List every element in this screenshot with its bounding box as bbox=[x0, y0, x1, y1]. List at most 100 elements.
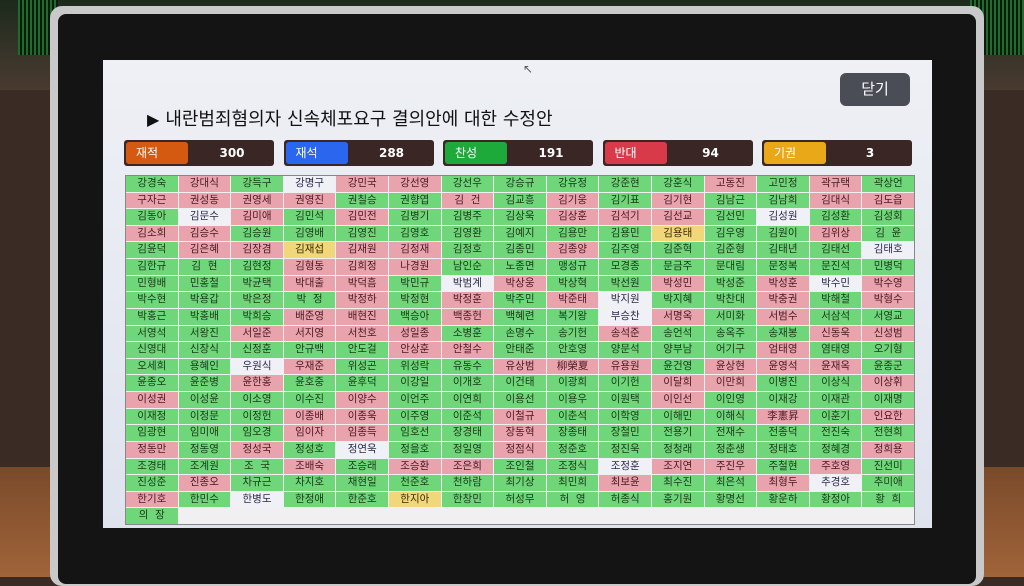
member-cell: 김형동 bbox=[283, 259, 336, 275]
member-cell: 오기형 bbox=[862, 342, 914, 358]
member-cell: 부승찬 bbox=[599, 308, 651, 325]
member-cell: 정성호 bbox=[283, 441, 336, 458]
member-cell: 박성준 bbox=[704, 275, 757, 292]
member-cell: 이인영 bbox=[704, 392, 757, 408]
member-cell: 홍기원 bbox=[651, 491, 704, 508]
member-cell: 박주민 bbox=[494, 292, 546, 308]
member-cell: 서영석 bbox=[126, 325, 178, 342]
member-cell: 박상웅 bbox=[494, 275, 546, 292]
member-cell: 김동아 bbox=[126, 209, 178, 225]
member-cell: 최은석 bbox=[704, 475, 757, 491]
member-cell: 한병도 bbox=[231, 491, 283, 508]
stat-label: 찬성 bbox=[445, 142, 507, 164]
member-cell: 양부남 bbox=[651, 342, 704, 358]
member-cell: 임종득 bbox=[336, 425, 388, 441]
member-cell: 이개호 bbox=[441, 375, 494, 392]
member-cell: 박찬대 bbox=[704, 292, 757, 308]
member-cell: 신동욱 bbox=[809, 325, 862, 342]
member-cell: 박선원 bbox=[599, 275, 651, 292]
member-cell: 전종덕 bbox=[757, 425, 809, 441]
member-cell: 조 국 bbox=[231, 458, 283, 475]
member-cell: 조은희 bbox=[441, 458, 494, 475]
member-cell: 이수진 bbox=[283, 392, 336, 408]
member-cell: 이만희 bbox=[704, 375, 757, 392]
member-cell: 김문수 bbox=[178, 209, 231, 225]
member-cell: 김민전 bbox=[336, 209, 388, 225]
member-cell: 문금주 bbox=[651, 259, 704, 275]
member-cell: 김준혁 bbox=[651, 242, 704, 259]
member-cell: 이양수 bbox=[336, 392, 388, 408]
member-cell: 전재수 bbox=[704, 425, 757, 441]
member-cell: 조지연 bbox=[651, 458, 704, 475]
member-cell: 손명수 bbox=[494, 325, 546, 342]
member-cell: 장철민 bbox=[599, 425, 651, 441]
empty-cell bbox=[704, 508, 757, 524]
member-cell: 고동진 bbox=[704, 176, 757, 192]
member-cell: 박지원 bbox=[599, 292, 651, 308]
member-cell: 윤후덕 bbox=[336, 375, 388, 392]
member-cell: 주호영 bbox=[809, 458, 862, 475]
member-cell: 민형배 bbox=[126, 275, 178, 292]
member-cell: 강훈식 bbox=[651, 176, 704, 192]
member-cell: 허종식 bbox=[599, 491, 651, 508]
member-cell: 조경태 bbox=[126, 458, 178, 475]
member-cell: 김기웅 bbox=[546, 192, 599, 209]
member-cell: 김성회 bbox=[862, 209, 914, 225]
member-cell: 추경호 bbox=[809, 475, 862, 491]
empty-cell bbox=[441, 508, 494, 524]
member-cell: 황 희 bbox=[862, 491, 914, 508]
member-cell: 최수진 bbox=[651, 475, 704, 491]
vote-result-screen: ↖ 닫기 ▶ 내란범죄혐의자 신속체포요구 결의안에 대한 수정안 재적 300 재석… bbox=[103, 60, 932, 528]
member-cell: 정춘생 bbox=[704, 441, 757, 458]
member-cell: 구자근 bbox=[126, 192, 178, 209]
empty-cell bbox=[757, 508, 809, 524]
member-cell: 이해민 bbox=[651, 408, 704, 425]
empty-cell bbox=[388, 508, 441, 524]
member-cell: 송옥주 bbox=[704, 325, 757, 342]
member-cell: 강대식 bbox=[178, 176, 231, 192]
member-cell: 진선미 bbox=[862, 458, 914, 475]
member-cell: 李憲昇 bbox=[757, 408, 809, 425]
member-cell: 이학영 bbox=[599, 408, 651, 425]
member-cell: 권성동 bbox=[178, 192, 231, 209]
member-cell: 윤종오 bbox=[126, 375, 178, 392]
member-cell: 강명구 bbox=[283, 176, 336, 192]
member-cell: 김남근 bbox=[704, 192, 757, 209]
member-cell: 권영세 bbox=[231, 192, 283, 209]
member-cell: 柳榮夏 bbox=[546, 358, 599, 375]
stat-label: 재석 bbox=[285, 142, 348, 164]
member-cell: 박덕흠 bbox=[336, 275, 388, 292]
member-cell: 김 현 bbox=[178, 259, 231, 275]
member-cell: 김용태 bbox=[651, 225, 704, 242]
member-cell: 강준현 bbox=[599, 176, 651, 192]
member-cell: 박지혜 bbox=[651, 292, 704, 308]
member-cell: 이상식 bbox=[809, 375, 862, 392]
close-button[interactable]: 닫기 bbox=[840, 73, 910, 106]
member-cell: 염태영 bbox=[809, 342, 862, 358]
member-cell: 박수민 bbox=[809, 275, 862, 292]
member-cell: 최보윤 bbox=[599, 475, 651, 491]
member-cell: 차규근 bbox=[231, 475, 283, 491]
member-cell: 조배숙 bbox=[283, 458, 336, 475]
stat-for: 찬성 191 bbox=[443, 140, 593, 166]
member-cell: 김성환 bbox=[809, 209, 862, 225]
member-cell: 정성국 bbox=[231, 441, 283, 458]
member-cell: 이소영 bbox=[231, 392, 283, 408]
member-cell: 한준호 bbox=[336, 491, 388, 508]
member-cell: 이재강 bbox=[757, 392, 809, 408]
member-cell: 나경원 bbox=[388, 259, 441, 275]
member-cell: 윤상현 bbox=[704, 358, 757, 375]
stat-value: 191 bbox=[538, 146, 564, 160]
member-cell: 진성준 bbox=[126, 475, 178, 491]
member-cell: 김준형 bbox=[704, 242, 757, 259]
member-cell: 김기현 bbox=[651, 192, 704, 209]
member-cell: 이정문 bbox=[178, 408, 231, 425]
member-cell: 이성윤 bbox=[178, 392, 231, 408]
stat-value: 3 bbox=[865, 146, 875, 160]
member-cell: 박성민 bbox=[651, 275, 704, 292]
member-cell: 백혜련 bbox=[494, 308, 546, 325]
stat-value: 300 bbox=[219, 146, 245, 160]
member-cell: 박민규 bbox=[388, 275, 441, 292]
member-cell: 박범계 bbox=[441, 275, 494, 292]
member-cell: 김태선 bbox=[809, 242, 862, 259]
